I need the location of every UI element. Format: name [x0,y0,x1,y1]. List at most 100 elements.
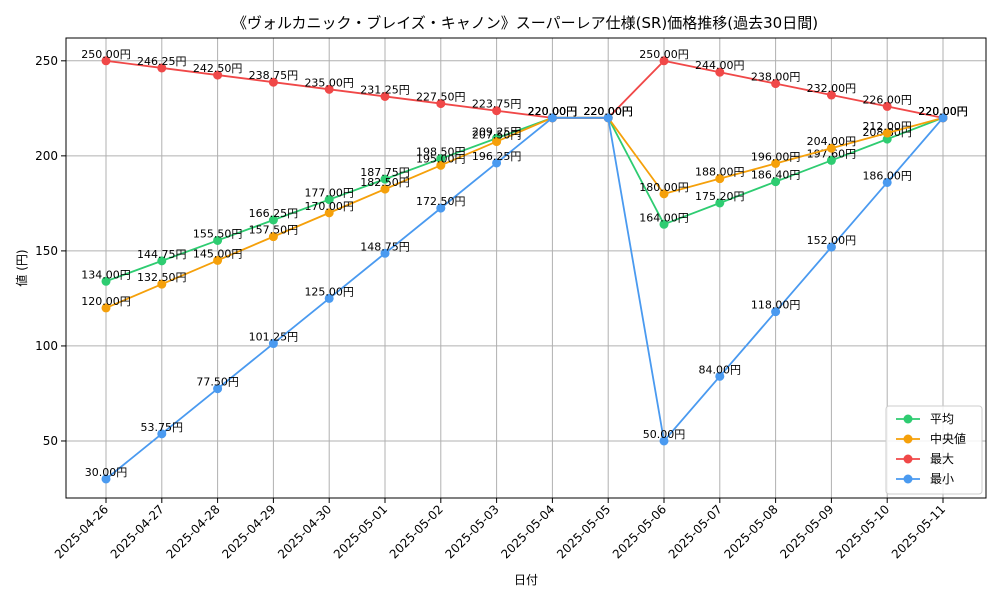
data-label: 187.75円 [360,166,410,179]
data-label: 220.00円 [528,105,578,118]
data-label: 177.00円 [304,187,354,200]
data-point [603,113,613,123]
data-label: 132.50円 [137,271,187,284]
data-point [436,203,446,213]
data-label: 238.00円 [751,71,801,84]
data-label: 209.25円 [472,125,522,138]
data-point [213,255,223,265]
data-label: 220.00円 [528,105,578,118]
legend-item: 中央値 [896,431,966,446]
y-tick-label: 250 [35,54,58,68]
data-label: 196.25円 [472,150,522,163]
data-point [101,56,111,66]
x-tick-label: 2025-05-08 [722,502,781,561]
data-label: 145.00円 [193,247,243,260]
y-axis-label: 値 (円) [14,249,29,286]
data-point [771,79,781,89]
data-label: 188.00円 [695,166,745,179]
data-point [213,235,223,245]
legend-label: 最大 [930,452,954,466]
data-point [492,137,502,147]
x-tick-label: 2025-05-04 [498,502,557,561]
data-label: 166.25円 [249,207,299,220]
data-label: 53.75円 [141,421,184,434]
data-point [771,158,781,168]
legend-item: 最小 [896,472,954,486]
x-tick-label: 2025-04-26 [52,502,111,561]
series-line [105,116,944,480]
data-point [715,198,725,208]
data-label: 220.00円 [918,105,968,118]
plot-area-frame [65,37,987,499]
data-label: 180.00円 [639,181,689,194]
data-point [771,177,781,187]
data-label: 134.00円 [81,268,131,281]
data-label: 212.00円 [862,120,912,133]
legend-label: 最小 [930,472,954,486]
data-point [938,113,948,123]
data-point [268,339,278,349]
data-label: 220.00円 [583,105,633,118]
legend-swatch-marker [903,434,913,444]
data-point [213,70,223,80]
data-label: 198.50円 [416,146,466,159]
data-point [324,84,334,94]
x-tick-label: 2025-05-02 [387,502,446,561]
data-label: 223.75円 [472,98,522,111]
legend-item: 平均 [896,412,954,426]
series-4: 30.00円 53.75円 77.50円 101.25円 125.00円 148.75円 1… [85,105,968,484]
series-2: 120.00円 132.50円 145.00円 157.50円 170.00円 182.5… [81,105,968,313]
y-tick-label: 150 [35,244,58,258]
data-point [826,155,836,165]
data-label: 220.00円 [583,105,633,118]
data-point [380,184,390,194]
data-point [324,293,334,303]
data-label: 238.75円 [249,69,299,82]
x-tick-label: 2025-05-10 [833,502,892,561]
data-point [268,215,278,225]
data-label: 157.50円 [249,224,299,237]
data-point [268,77,278,87]
data-point [324,208,334,218]
series-3: 250.00円 246.25円 242.50円 238.75円 235.00円 231.2… [81,48,968,123]
series-line [105,59,944,119]
legend-swatch-marker [903,474,913,484]
data-point [268,232,278,242]
x-tick-label: 2025-04-30 [275,502,334,561]
data-label: 152.00円 [807,234,857,247]
data-label: 220.00円 [583,105,633,118]
legend-label: 平均 [930,412,954,426]
data-label: 170.00円 [304,200,354,213]
data-label: 186.00円 [862,169,912,182]
x-tick-label: 2025-04-29 [219,502,278,561]
data-point [436,99,446,109]
data-point [826,143,836,153]
y-tick-label: 100 [35,339,58,353]
data-point [659,436,669,446]
data-label: 207.50円 [472,129,522,142]
chart-title: 《ヴォルカニック・ブレイズ・キャノン》スーパーレア仕様(SR)価格推移(過去30… [232,14,818,32]
data-label: 227.50円 [416,91,466,104]
data-label: 182.50円 [360,176,410,189]
data-point [826,242,836,252]
x-tick-label: 2025-05-07 [666,502,725,561]
data-label: 175.20円 [695,190,745,203]
data-point [213,384,223,394]
data-point [659,219,669,229]
data-label: 125.00円 [304,285,354,298]
data-point [157,429,167,439]
legend-swatch-marker [903,454,913,464]
data-point [436,160,446,170]
data-label: 30.00円 [85,466,128,479]
series-group: 134.00円 144.75円 155.50円 166.25円 177.00円 187.7… [81,48,968,484]
data-point [882,101,892,111]
data-label: 101.25円 [249,331,299,344]
legend-swatch-marker [903,414,913,424]
data-label: 186.40円 [751,169,801,182]
data-point [101,303,111,313]
data-point [380,91,390,101]
data-point [882,177,892,187]
data-label: 226.00円 [862,93,912,106]
y-tick-label: 50 [43,434,58,448]
